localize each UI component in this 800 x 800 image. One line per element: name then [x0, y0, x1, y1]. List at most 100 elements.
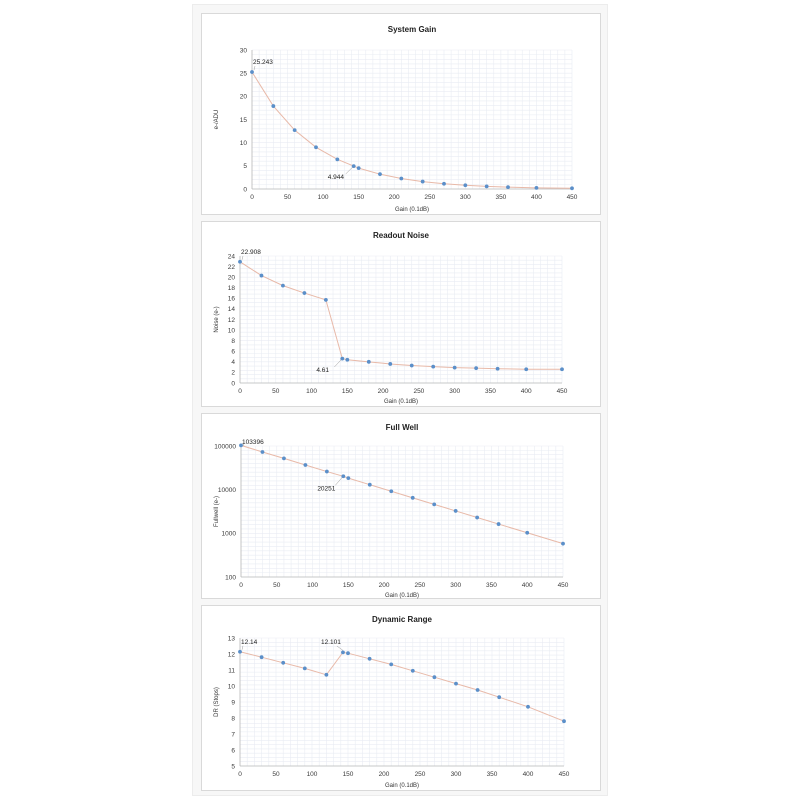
data-point [388, 362, 393, 366]
data-point [432, 675, 437, 680]
x-tick-label: 400 [523, 771, 534, 778]
x-tick-label: 0 [239, 582, 243, 589]
data-point [570, 186, 574, 191]
data-point [250, 70, 254, 74]
data-point [525, 530, 530, 535]
chart-title: System Gain [388, 25, 437, 34]
y-tick-label: 7 [231, 731, 235, 738]
data-label: 12.14 [241, 639, 258, 646]
annotation-leader [242, 443, 245, 447]
system-gain-panel: System Gain 0 50 100 150 200 250 300 350 400 450 0 5… [201, 13, 601, 215]
y-tick-label: 10 [240, 140, 248, 147]
data-point [420, 179, 425, 184]
data-point [463, 183, 468, 188]
y-tick-label: 13 [228, 635, 236, 642]
x-tick-label: 150 [343, 582, 354, 589]
y-axis-label: Fullwell (e-) [214, 496, 220, 527]
data-point [356, 166, 361, 171]
data-point [314, 145, 318, 150]
data-label: 20251 [317, 485, 335, 492]
x-tick-label: 200 [379, 771, 390, 778]
x-tick-label: 300 [451, 771, 462, 778]
y-axis-label: DR (Stops) [214, 687, 220, 717]
y-tick-label: 10000 [218, 487, 236, 494]
data-point [562, 719, 566, 724]
data-point [335, 157, 340, 162]
data-point [442, 181, 446, 186]
chart-title: Full Well [386, 423, 419, 432]
x-axis-label: Gain (0.1dB) [385, 783, 419, 789]
data-point [495, 366, 500, 371]
grid [239, 255, 563, 384]
data-point [239, 443, 243, 448]
data-point [340, 356, 345, 361]
full-well-panel: Full Well 0 50 100 150 200 250 300 350 400 450 100 1… [201, 413, 601, 599]
y-tick-label: 10 [228, 683, 236, 690]
data-point [475, 515, 480, 520]
data-point [524, 367, 529, 372]
x-tick-label: 100 [306, 388, 317, 395]
y-tick-label: 0 [243, 186, 247, 193]
y-tick-label: 12 [228, 651, 236, 658]
x-tick-label: 250 [415, 771, 426, 778]
y-tick-label: 20 [228, 274, 236, 281]
y-tick-label: 16 [228, 296, 236, 303]
data-point [260, 450, 265, 454]
x-tick-label: 350 [485, 388, 496, 395]
data-point [345, 357, 350, 362]
x-tick-label: 100 [307, 771, 318, 778]
x-tick-label: 100 [307, 582, 318, 589]
y-axis-label: Noise (e-) [214, 306, 220, 332]
x-axis-label: Gain (0.1dB) [384, 399, 418, 405]
y-tick-label: 24 [228, 253, 236, 260]
x-tick-label: 0 [250, 194, 254, 201]
x-tick-label: 350 [487, 771, 498, 778]
data-point [410, 495, 415, 500]
x-tick-label: 250 [413, 388, 424, 395]
data-point [324, 469, 329, 474]
data-label: 4.944 [328, 174, 345, 181]
annotation-leader [253, 65, 256, 71]
annotation-leader [345, 166, 353, 175]
chart-sheet: System Gain 0 50 100 150 200 250 300 350 400 450 0 5… [192, 4, 608, 796]
y-tick-label: 6 [231, 349, 235, 356]
data-label: 22.908 [241, 249, 261, 256]
readout-noise-panel: Readout Noise 0 50 100 150 200 250 300 350 400 450… [201, 221, 601, 407]
dynamic-range-panel: Dynamic Range 0 50 100 150 200 250 300 350 400 450… [201, 605, 601, 791]
chart-title: Dynamic Range [372, 615, 433, 624]
data-point [474, 366, 479, 371]
x-tick-label: 200 [378, 388, 389, 395]
data-point [399, 176, 404, 181]
grid [240, 445, 564, 578]
x-tick-label: 300 [449, 388, 460, 395]
y-tick-label: 6 [231, 747, 235, 754]
annotation-leader [241, 645, 244, 650]
data-point [526, 704, 530, 709]
y-tick-label: 8 [231, 338, 235, 345]
annotation-leader [241, 255, 244, 260]
y-axis-label: e-/ADU [214, 110, 220, 130]
data-label: 103396 [242, 439, 264, 446]
x-axis-label: Gain (0.1dB) [385, 593, 419, 599]
data-point [346, 651, 350, 656]
x-tick-label: 150 [343, 771, 354, 778]
data-point [281, 283, 285, 288]
data-point [346, 476, 351, 481]
series-line [240, 444, 564, 545]
grid [239, 637, 565, 767]
data-point [560, 367, 564, 372]
y-tick-label: 100000 [214, 443, 236, 450]
x-tick-label: 0 [238, 388, 242, 395]
y-tick-label: 10 [228, 327, 236, 334]
x-tick-label: 200 [389, 194, 400, 201]
data-point [452, 365, 457, 370]
y-tick-label: 20 [240, 94, 248, 101]
x-tick-label: 400 [522, 582, 533, 589]
data-point [497, 695, 502, 700]
data-point [292, 128, 297, 133]
data-point [341, 650, 345, 655]
x-tick-label: 250 [414, 582, 425, 589]
data-point [432, 502, 437, 507]
data-point [259, 655, 264, 660]
